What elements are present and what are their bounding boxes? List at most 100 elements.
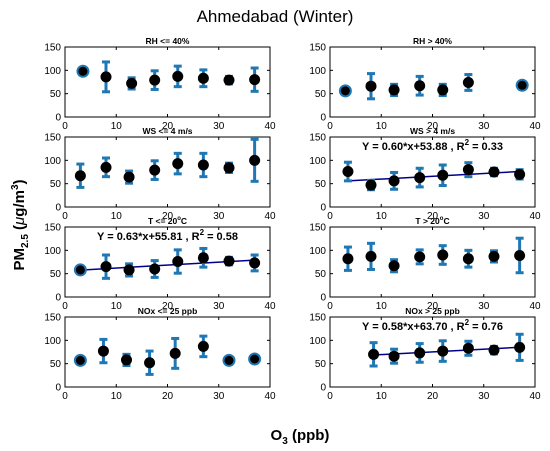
subplot-1: 0 10 20 30 40 0 50 100 150 RH <= 40% xyxy=(44,36,276,132)
data-point xyxy=(197,72,209,84)
subplot-title-text: NOx <= 25 ppb xyxy=(138,306,198,316)
data-point xyxy=(437,345,449,357)
x-tick-label: 0 xyxy=(327,121,333,132)
y-axis-label: PM2.5 (μg/m3) xyxy=(10,179,31,270)
data-point xyxy=(249,154,261,166)
x-axis-label: O3 (ppb) xyxy=(271,427,330,447)
plot-area xyxy=(64,316,271,388)
data-point xyxy=(514,168,526,180)
y-tick-label: 0 xyxy=(320,113,326,124)
data-point xyxy=(365,179,377,191)
data-point xyxy=(197,252,209,264)
x-tick-label: 10 xyxy=(111,121,123,132)
data-point xyxy=(515,78,529,92)
subplot-7: 0 10 20 30 40 0 50 100 150 NOx <= 25 ppb xyxy=(44,306,276,402)
data-point xyxy=(388,350,400,362)
data-point xyxy=(197,159,209,171)
fit-equation-tail: = 0.76 xyxy=(469,321,503,333)
fit-equation-tail: = 0.58 xyxy=(204,231,238,243)
x-axis-label-sub: 3 xyxy=(282,436,288,447)
x-tick-label: 10 xyxy=(111,211,123,222)
x-tick-label: 40 xyxy=(529,301,541,312)
x-axis-label-main: O xyxy=(271,427,283,444)
data-point xyxy=(437,169,449,181)
subplot-title-text: RH > 40% xyxy=(413,36,452,46)
y-tick-label: 100 xyxy=(44,246,61,257)
y-tick-label: 150 xyxy=(44,313,61,324)
plot-area xyxy=(64,46,271,118)
subplot-title-sup: o xyxy=(177,216,181,222)
y-tick-label: 0 xyxy=(320,203,326,214)
x-tick-label: 10 xyxy=(111,391,123,402)
data-point xyxy=(342,166,354,178)
data-point xyxy=(123,171,135,183)
subplot-title-text: T <= 20 xyxy=(148,216,178,226)
x-tick-label: 40 xyxy=(264,301,276,312)
data-point xyxy=(172,158,184,170)
y-tick-label: 0 xyxy=(55,383,61,394)
subplot-title: WS > 4 m/s xyxy=(410,126,455,136)
y-tick-label: 50 xyxy=(50,269,62,280)
subplot-title-text: RH <= 40% xyxy=(146,36,190,46)
y-tick-label: 0 xyxy=(55,293,61,304)
y-tick-label: 150 xyxy=(44,223,61,234)
y-tick-label: 50 xyxy=(315,179,327,190)
fit-equation-text: Y = 0.63*x+55.81 , R xyxy=(97,231,200,243)
data-point xyxy=(388,260,400,272)
data-point xyxy=(100,161,112,173)
subplot-title-text: WS <= 4 m/s xyxy=(142,126,192,136)
data-point xyxy=(97,345,109,357)
y-axis-label-close: ) xyxy=(11,179,28,184)
y-tick-label: 0 xyxy=(55,113,61,124)
x-tick-label: 0 xyxy=(62,211,68,222)
x-tick-label: 20 xyxy=(162,211,174,222)
plot-area xyxy=(64,136,271,208)
data-point xyxy=(342,253,354,265)
data-point xyxy=(462,253,474,265)
data-point xyxy=(388,175,400,187)
subplot-title: NOx <= 25 ppb xyxy=(138,306,198,316)
subplot-title: RH > 40% xyxy=(413,36,452,46)
subplot-8: 0 10 20 30 40 0 50 100 150 NOx > 25 ppb Y = 0.58*x… xyxy=(309,306,541,402)
data-point xyxy=(462,342,474,354)
x-tick-label: 0 xyxy=(327,211,333,222)
fit-equation-text: Y = 0.58*x+63.70 , R xyxy=(362,321,465,333)
subplot-6: 0 10 20 30 40 0 50 100 150 T > 20oC xyxy=(309,216,541,312)
y-tick-label: 150 xyxy=(309,43,326,54)
data-point xyxy=(437,249,449,261)
x-tick-label: 40 xyxy=(529,391,541,402)
x-tick-label: 30 xyxy=(213,301,225,312)
x-tick-label: 10 xyxy=(376,211,388,222)
plot-area xyxy=(329,226,536,298)
subplot-3: 0 10 20 30 40 0 50 100 150 WS <= 4 m/s xyxy=(44,126,276,222)
data-point xyxy=(368,348,380,360)
x-tick-label: 20 xyxy=(427,211,439,222)
x-tick-label: 10 xyxy=(376,121,388,132)
fit-equation: Y = 0.63*x+55.81 , R2 = 0.58 xyxy=(97,228,238,243)
data-point xyxy=(73,353,87,367)
subplot-title: WS <= 4 m/s xyxy=(142,126,192,136)
fit-equation-sup: 2 xyxy=(465,138,470,147)
x-tick-label: 40 xyxy=(529,121,541,132)
x-tick-label: 30 xyxy=(478,391,490,402)
x-tick-label: 20 xyxy=(427,391,439,402)
plot-area xyxy=(329,46,536,118)
subplot-title: NOx > 25 ppb xyxy=(405,306,460,316)
data-point xyxy=(149,263,161,275)
plot-area xyxy=(64,226,271,298)
data-point xyxy=(169,347,181,359)
data-point xyxy=(248,352,262,366)
y-tick-label: 100 xyxy=(44,66,61,77)
data-point xyxy=(437,84,449,96)
y-axis-label-sub: 2.5 xyxy=(20,234,31,248)
data-point xyxy=(488,250,500,262)
data-point xyxy=(74,170,86,182)
y-tick-label: 150 xyxy=(44,43,61,54)
x-tick-label: 40 xyxy=(264,391,276,402)
data-point xyxy=(100,71,112,83)
y-tick-label: 100 xyxy=(309,336,326,347)
x-tick-label: 20 xyxy=(162,301,174,312)
x-tick-label: 0 xyxy=(62,121,68,132)
